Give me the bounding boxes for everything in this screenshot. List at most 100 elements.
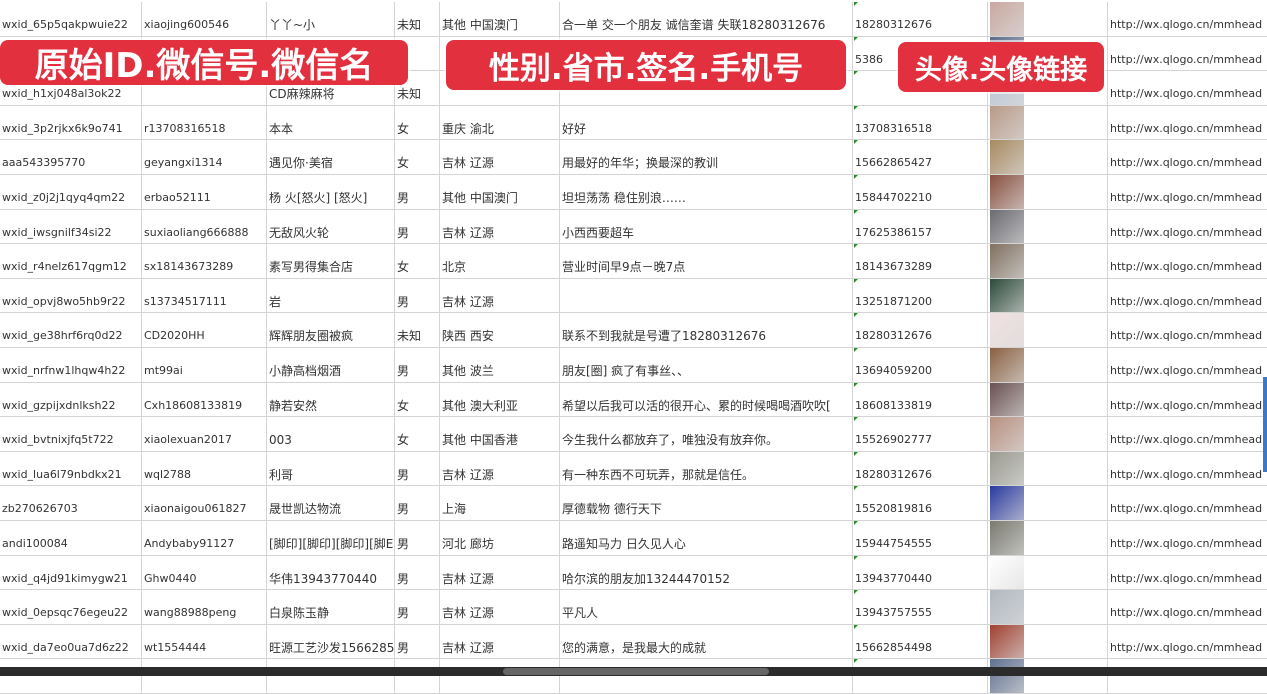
cell-original-id[interactable]: wxid_bvtnixjfq5t722 [0, 417, 142, 451]
cell-gender[interactable]: 女 [395, 140, 440, 174]
cell-wechat-id[interactable]: wang88988peng [142, 590, 267, 624]
cell-wechat-name[interactable]: CD麻辣麻将 [267, 71, 395, 105]
cell-wechat-name[interactable]: 本本 [267, 105, 395, 140]
cell-phone[interactable]: 18280312676 [853, 2, 988, 36]
cell-original-id[interactable]: wxid_r4nelz617qgm12 [0, 244, 142, 278]
cell-original-id[interactable]: wxid_gzpijxdnlksh22 [0, 382, 142, 417]
cell-wechat-name[interactable]: 华伟13943770440 [267, 555, 395, 590]
cell-phone[interactable]: 13708316518 [853, 105, 988, 140]
cell-wechat-id[interactable]: wt1554444 [142, 624, 267, 659]
cell-original-id[interactable]: wxid_3p2rjkx6k9o741 [0, 105, 142, 140]
cell-gender[interactable]: 未知 [395, 71, 440, 105]
cell-avatar[interactable] [988, 313, 1108, 347]
cell-gender[interactable]: 女 [395, 244, 440, 278]
cell-signature[interactable]: 合一单 交一个朋友 诚信奎谱 失联18280312676 [560, 2, 853, 36]
cell-avatar[interactable] [988, 486, 1108, 520]
cell-original-id[interactable]: aaa543395770 [0, 140, 142, 174]
cell-wechat-id[interactable]: suxiaoliang666888 [142, 209, 267, 244]
cell-wechat-name[interactable]: 杨 火[怒火] [怒火] [267, 174, 395, 209]
cell-gender[interactable]: 女 [395, 105, 440, 140]
cell-avatar-link[interactable]: http://wx.qlogo.cn/mmhead [1110, 640, 1263, 654]
cell-avatar[interactable] [988, 105, 1108, 140]
cell-wechat-name[interactable] [267, 659, 395, 693]
cell-wechat-id[interactable]: xiaojing600546 [142, 2, 267, 36]
cell-gender[interactable]: 男 [395, 451, 440, 486]
cell-signature[interactable] [560, 71, 853, 105]
cell-signature[interactable]: 路遥知马力 日久见人心 [560, 520, 853, 555]
cell-gender[interactable]: 男 [395, 209, 440, 244]
cell-wechat-id[interactable]: sx18143673289 [142, 244, 267, 278]
cell-avatar[interactable] [988, 244, 1108, 278]
cell-gender[interactable]: 女 [395, 417, 440, 451]
cell-region[interactable]: 其他 中国澳门 [440, 2, 560, 36]
cell-wechat-id[interactable]: wql2788 [142, 451, 267, 486]
cell-wechat-name[interactable]: 素写男得集合店 [267, 244, 395, 278]
cell-wechat-id[interactable]: xiaonaigou061827 [142, 486, 267, 520]
cell-region[interactable]: 其他 中国澳门 [440, 174, 560, 209]
cell-gender[interactable]: 女 [395, 382, 440, 417]
cell-gender[interactable]: 男 [395, 555, 440, 590]
cell-avatar[interactable] [988, 520, 1108, 555]
cell-avatar-link[interactable]: http://wx.qlogo.cn/mmhead [1110, 329, 1263, 343]
cell-signature[interactable]: 有一种东西不可玩弄，那就是信任。 [560, 451, 853, 486]
cell-signature[interactable]: 您的满意，是我最大的成就 [560, 624, 853, 659]
cell-avatar[interactable] [988, 347, 1108, 382]
cell-avatar-link[interactable]: http://wx.qlogo.cn/mmhead [1110, 363, 1263, 377]
cell-avatar-link[interactable]: http://wx.qlogo.cn/mmhead [1110, 536, 1263, 550]
horizontal-scrollbar[interactable] [503, 668, 769, 675]
cell-avatar[interactable] [988, 555, 1108, 590]
cell-region[interactable]: 吉林 辽源 [440, 451, 560, 486]
cell-avatar-link[interactable] [1108, 659, 1267, 693]
cell-original-id[interactable]: wxid_da7eo0ua7d6z22 [0, 624, 142, 659]
cell-signature[interactable]: 平凡人 [560, 590, 853, 624]
cell-avatar-link[interactable]: http://wx.qlogo.cn/mmhead [1110, 433, 1263, 447]
cell-wechat-name[interactable]: 辉辉朋友圈被疯 [267, 313, 395, 347]
cell-wechat-id[interactable]: erbao52111 [142, 174, 267, 209]
cell-phone[interactable] [853, 659, 988, 693]
cell-wechat-name[interactable]: 静若安然 [267, 382, 395, 417]
cell-original-id[interactable]: andi100084 [0, 520, 142, 555]
cell-signature[interactable]: 今生我什么都放弃了，唯独没有放弃你。 [560, 417, 853, 451]
cell-signature[interactable]: 好好 [560, 105, 853, 140]
cell-avatar[interactable] [988, 140, 1108, 174]
cell-wechat-id[interactable] [142, 659, 267, 693]
cell-region[interactable]: 吉林 辽源 [440, 555, 560, 590]
cell-wechat-name[interactable]: 岩 [267, 278, 395, 313]
cell-wechat-id[interactable]: CD2020HH [142, 313, 267, 347]
cell-region[interactable] [440, 659, 560, 693]
cell-phone[interactable]: 13943770440 [853, 555, 988, 590]
cell-original-id[interactable]: wxid_65p5qakpwuie22 [0, 2, 142, 36]
cell-signature[interactable]: 厚德载物 德行天下 [560, 486, 853, 520]
cell-avatar[interactable] [988, 209, 1108, 244]
cell-gender[interactable] [395, 659, 440, 693]
cell-avatar-link[interactable]: http://wx.qlogo.cn/mmhead [1110, 260, 1263, 274]
cell-signature[interactable]: 联系不到我就是号遭了18280312676 [560, 313, 853, 347]
cell-avatar-link[interactable]: http://wx.qlogo.cn/mmhead [1110, 398, 1263, 412]
cell-phone[interactable]: 15520819816 [853, 486, 988, 520]
cell-wechat-name[interactable]: 小静高档烟酒 [267, 347, 395, 382]
cell-original-id[interactable]: wxid_z0j2j1qyq4qm22 [0, 174, 142, 209]
cell-wechat-id[interactable] [142, 71, 267, 105]
cell-original-id[interactable]: wxid_q4jd91kimygw21 [0, 555, 142, 590]
cell-avatar[interactable] [988, 2, 1108, 36]
cell-wechat-id[interactable]: mt99ai [142, 347, 267, 382]
cell-phone[interactable]: 15662854498 [853, 624, 988, 659]
cell-avatar-link[interactable]: http://wx.qlogo.cn/mmhead [1110, 87, 1263, 101]
cell-signature[interactable]: 哈尔滨的朋友加13244470152 [560, 555, 853, 590]
cell-avatar[interactable] [988, 278, 1108, 313]
cell-wechat-name[interactable]: 利哥 [267, 451, 395, 486]
cell-signature[interactable]: 希望以后我可以活的很开心、累的时候喝喝酒吹吹[ [560, 382, 853, 417]
cell-gender[interactable]: 男 [395, 278, 440, 313]
vertical-scrollbar[interactable] [1263, 377, 1267, 472]
cell-original-id[interactable]: wxid_h1xj048al3ok22 [0, 71, 142, 105]
cell-signature[interactable]: 朋友[圈] 疯了有事丝、、 [560, 347, 853, 382]
cell-wechat-id[interactable]: s13734517111 [142, 278, 267, 313]
cell-original-id[interactable]: wxid_opvj8wo5hb9r22 [0, 278, 142, 313]
cell-avatar-link[interactable]: http://wx.qlogo.cn/mmhead [1110, 502, 1263, 516]
cell-signature[interactable] [560, 36, 853, 71]
cell-avatar[interactable] [988, 624, 1108, 659]
cell-avatar[interactable] [988, 417, 1108, 451]
cell-original-id[interactable]: wxid_0epsqc76egeu22 [0, 590, 142, 624]
cell-phone[interactable]: 15944754555 [853, 520, 988, 555]
cell-gender[interactable]: 男 [395, 174, 440, 209]
